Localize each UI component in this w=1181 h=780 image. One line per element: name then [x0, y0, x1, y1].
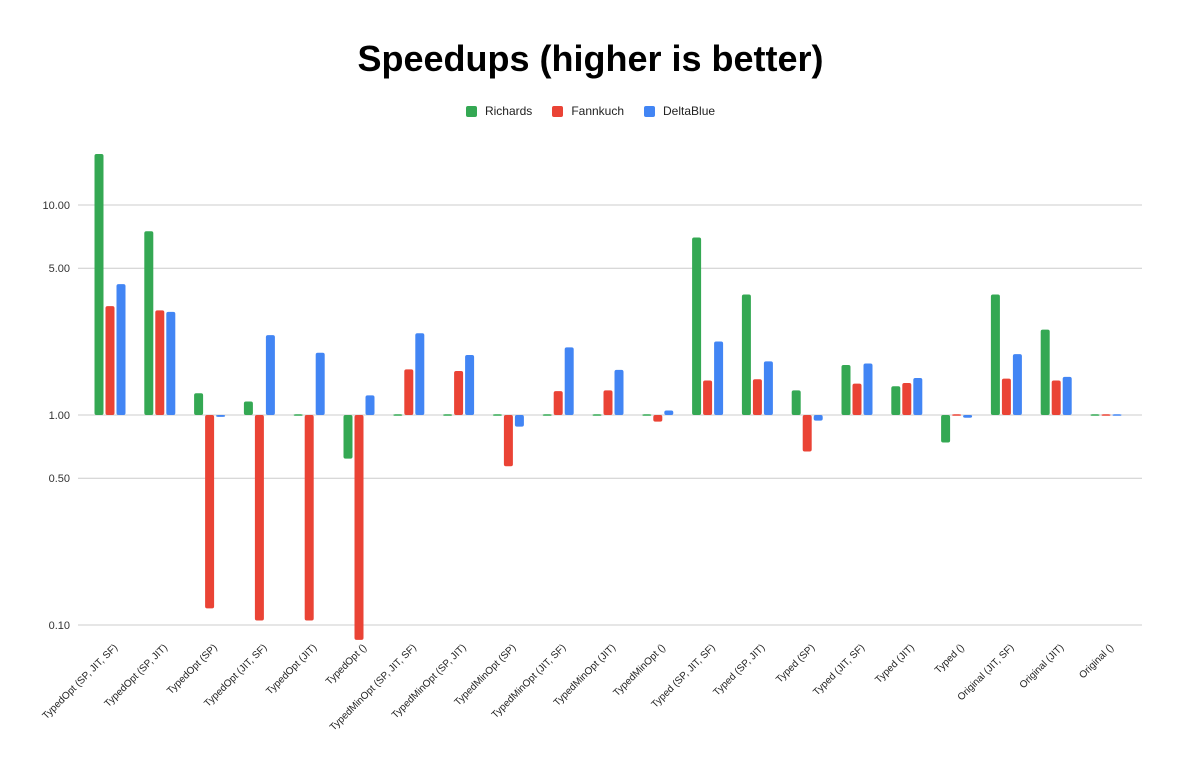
bar-richards[interactable] — [443, 414, 453, 416]
bar-deltablue[interactable] — [614, 369, 624, 415]
bar-fannkuch[interactable] — [354, 415, 364, 640]
bar-richards[interactable] — [94, 153, 104, 415]
bar-richards[interactable] — [592, 414, 602, 416]
legend-item-richards[interactable]: Richards — [465, 104, 533, 118]
bar-richards[interactable] — [642, 414, 652, 416]
x-tick-label: Original () — [1077, 642, 1116, 681]
x-tick-label: TypedOpt (SP) — [165, 642, 220, 697]
bar-fannkuch[interactable] — [752, 379, 762, 415]
bar-deltablue[interactable] — [763, 361, 773, 415]
x-tick-label: TypedMinOpt (SP, JIT, SF) — [328, 642, 419, 733]
bar-fannkuch[interactable] — [254, 415, 264, 621]
bar-fannkuch[interactable] — [155, 310, 165, 415]
y-tick-label: 10.00 — [42, 200, 70, 212]
bar-deltablue[interactable] — [813, 415, 823, 421]
bar-deltablue[interactable] — [564, 347, 574, 415]
legend-item-deltablue[interactable]: DeltaBlue — [644, 104, 715, 118]
bar-fannkuch[interactable] — [902, 383, 912, 415]
bar-deltablue[interactable] — [664, 410, 674, 415]
bar-richards[interactable] — [144, 231, 154, 415]
bar-fannkuch[interactable] — [105, 306, 115, 415]
bar-richards[interactable] — [492, 414, 502, 416]
bar-fannkuch[interactable] — [603, 390, 613, 415]
bar-fannkuch[interactable] — [952, 414, 962, 416]
bar-fannkuch[interactable] — [852, 383, 862, 415]
bar-deltablue[interactable] — [116, 284, 126, 415]
bar-deltablue[interactable] — [216, 415, 226, 417]
bar-deltablue[interactable] — [365, 395, 375, 415]
bar-richards[interactable] — [293, 414, 303, 416]
bars — [94, 153, 1122, 640]
legend-label-richards: Richards — [484, 104, 533, 118]
bar-fannkuch[interactable] — [703, 380, 713, 415]
x-tick-label: Typed (JIT) — [873, 642, 917, 686]
bar-richards[interactable] — [791, 390, 801, 415]
bar-fannkuch[interactable] — [404, 369, 414, 415]
bar-fannkuch[interactable] — [454, 371, 464, 415]
axis-labels: 0.10 0.50 1.00 5.00 10.00 TypedOpt (SP, JIT, … — [41, 200, 1117, 733]
bar-fannkuch[interactable] — [1001, 378, 1011, 415]
bar-richards[interactable] — [1040, 329, 1050, 415]
x-tick-label: Typed (SP, JIT) — [712, 642, 768, 698]
bar-deltablue[interactable] — [714, 341, 724, 415]
bar-fannkuch[interactable] — [1051, 380, 1061, 415]
bar-richards[interactable] — [841, 365, 851, 415]
x-tick-label: Original (JIT) — [1018, 642, 1067, 691]
legend-label-fannkuch: Fannkuch — [571, 104, 625, 118]
x-tick-label: TypedOpt () — [324, 642, 369, 687]
bar-deltablue[interactable] — [514, 415, 524, 427]
y-tick-label: 5.00 — [49, 263, 70, 275]
bar-fannkuch[interactable] — [802, 415, 812, 452]
bar-fannkuch[interactable] — [503, 415, 513, 467]
y-tick-label: 0.10 — [49, 620, 70, 632]
bar-richards[interactable] — [542, 414, 552, 416]
x-tick-label: TypedOpt (JIT) — [264, 642, 319, 697]
bar-fannkuch[interactable] — [1101, 414, 1111, 416]
bar-richards[interactable] — [941, 415, 951, 443]
chart-title: Speedups (higher is better) — [357, 38, 824, 79]
legend: Richards Fannkuch DeltaBlue — [0, 104, 1181, 118]
x-tick-label: Typed (SP) — [774, 642, 817, 685]
bar-deltablue[interactable] — [1062, 376, 1072, 415]
bar-deltablue[interactable] — [415, 333, 425, 415]
x-tick-label: TypedOpt (SP, JIT, SF) — [41, 642, 121, 722]
bar-deltablue[interactable] — [166, 311, 176, 415]
legend-swatch-fannkuch — [552, 105, 564, 117]
legend-swatch-deltablue — [644, 105, 656, 117]
y-tick-label: 0.50 — [49, 473, 70, 485]
legend-label-deltablue: DeltaBlue — [663, 104, 716, 118]
bar-deltablue[interactable] — [913, 378, 923, 415]
bar-deltablue[interactable] — [465, 355, 475, 415]
bar-richards[interactable] — [692, 237, 702, 415]
bar-deltablue[interactable] — [1012, 354, 1022, 415]
bar-richards[interactable] — [741, 294, 751, 415]
x-tick-label: Typed (JIT, SF) — [811, 642, 867, 698]
bar-richards[interactable] — [393, 414, 403, 416]
bar-fannkuch[interactable] — [653, 415, 663, 422]
x-tick-label: Typed () — [933, 642, 967, 676]
bar-fannkuch[interactable] — [205, 415, 215, 609]
bar-deltablue[interactable] — [1112, 414, 1122, 416]
bar-fannkuch[interactable] — [304, 415, 314, 621]
bar-fannkuch[interactable] — [553, 391, 563, 415]
x-tick-label: TypedMinOpt () — [611, 642, 668, 699]
bar-richards[interactable] — [990, 294, 1000, 415]
legend-swatch-richards — [465, 105, 477, 117]
legend-item-fannkuch[interactable]: Fannkuch — [552, 104, 624, 118]
bar-deltablue[interactable] — [963, 415, 973, 418]
bar-deltablue[interactable] — [315, 352, 325, 415]
y-tick-label: 1.00 — [49, 410, 70, 422]
bar-richards[interactable] — [1090, 414, 1100, 416]
bar-richards[interactable] — [194, 393, 204, 415]
bar-richards[interactable] — [891, 386, 901, 415]
bar-deltablue[interactable] — [863, 363, 873, 415]
bar-richards[interactable] — [343, 415, 353, 459]
bar-deltablue[interactable] — [265, 335, 275, 415]
bar-richards[interactable] — [243, 401, 253, 415]
